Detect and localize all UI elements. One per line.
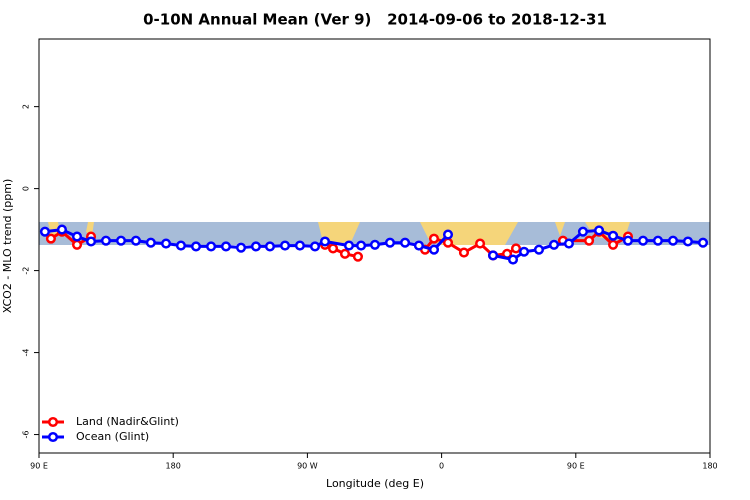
data-point xyxy=(339,248,351,259)
data-point xyxy=(442,237,454,248)
data-point xyxy=(175,240,187,251)
legend-label: Land (Nadir&Glint) xyxy=(76,415,179,428)
data-point xyxy=(384,237,396,248)
data-point xyxy=(369,239,380,250)
data-point xyxy=(519,246,530,257)
data-point xyxy=(442,229,454,240)
data-point xyxy=(682,236,693,247)
x-tick-label: 90 W xyxy=(297,462,318,471)
x-tick-label: 180 xyxy=(166,462,181,471)
data-point xyxy=(206,241,217,252)
data-point xyxy=(622,235,634,246)
y-tick-label: -4 xyxy=(22,349,31,357)
plot-frame xyxy=(38,38,711,454)
legend-marker xyxy=(47,416,59,428)
data-point xyxy=(563,238,574,249)
x-tick-label: 90 E xyxy=(567,462,585,471)
data-point xyxy=(85,236,97,247)
legend-label: Ocean (Glint) xyxy=(76,430,149,443)
data-point xyxy=(458,247,470,258)
data-point xyxy=(319,236,331,247)
data-point xyxy=(507,254,519,265)
data-point xyxy=(279,240,291,251)
series-line xyxy=(50,229,629,259)
data-point xyxy=(487,250,499,261)
y-tick-label: 2 xyxy=(22,104,31,109)
data-point xyxy=(294,240,305,251)
x-tick-label: 0 xyxy=(439,462,444,471)
data-point xyxy=(71,239,83,250)
y-tick-label: 0 xyxy=(22,186,31,191)
data-point xyxy=(577,226,589,237)
data-point xyxy=(510,243,522,254)
data-point xyxy=(637,235,649,246)
data-point xyxy=(352,251,363,262)
data-point xyxy=(100,235,112,246)
legend-marker xyxy=(47,431,59,443)
x-tick-label: 90 E xyxy=(30,462,48,471)
data-point xyxy=(327,243,339,254)
y-tick-label: -2 xyxy=(22,267,31,275)
data-point xyxy=(45,233,56,244)
data-point xyxy=(130,235,141,246)
data-point xyxy=(39,226,51,237)
data-point xyxy=(264,241,276,252)
data-point xyxy=(548,239,560,250)
data-point xyxy=(413,240,424,251)
data-point xyxy=(190,241,202,252)
data-point xyxy=(428,233,440,244)
data-point xyxy=(667,235,679,246)
data-point xyxy=(697,237,709,248)
data-point xyxy=(608,230,619,241)
data-point xyxy=(594,225,605,236)
data-point xyxy=(235,242,247,253)
x-axis-label: Longitude (deg E) xyxy=(326,477,424,490)
data-point xyxy=(356,240,367,251)
x-tick-label: 180 xyxy=(702,462,717,471)
data-point xyxy=(220,241,232,252)
y-tick-label: -6 xyxy=(22,431,31,439)
data-point xyxy=(608,239,619,250)
data-point xyxy=(343,240,355,251)
data-point xyxy=(115,235,127,246)
chart-title: 0-10N Annual Mean (Ver 9) 2014-09-06 to … xyxy=(143,11,607,29)
data-point xyxy=(309,241,321,252)
data-point xyxy=(250,241,262,252)
y-axis-label: XCO2 - MLO trend (ppm) xyxy=(1,179,14,314)
data-point xyxy=(584,235,595,246)
data-point xyxy=(533,244,545,255)
data-point xyxy=(400,237,411,248)
data-point xyxy=(56,224,68,235)
data-point xyxy=(652,235,664,246)
data-point xyxy=(160,238,172,249)
data-point xyxy=(475,238,486,249)
data-point xyxy=(428,244,440,255)
data-point xyxy=(71,231,83,242)
data-point xyxy=(145,237,156,248)
